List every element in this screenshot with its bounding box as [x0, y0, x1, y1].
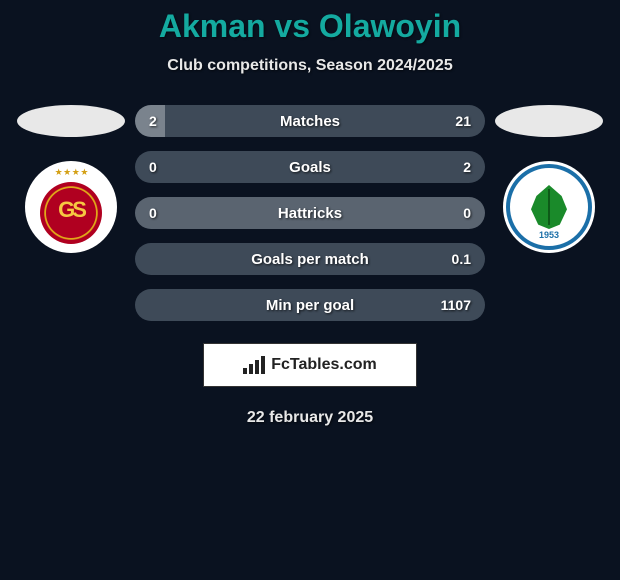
left-club-badge: ★ ★ ★ ★ GS [25, 161, 117, 253]
stat-row: 2 Matches 21 [135, 105, 485, 137]
stat-right-value: 1107 [441, 297, 471, 313]
right-club-year: 1953 [539, 230, 559, 240]
stat-right-value: 21 [455, 113, 471, 129]
stat-label: Matches [280, 113, 340, 130]
stat-row: 0 Goals 2 [135, 151, 485, 183]
stats-column: 2 Matches 21 0 Goals 2 0 Hattricks 0 Goals per ma… [135, 105, 485, 321]
main-row: ★ ★ ★ ★ GS 2 Matches 21 0 Goals 2 0 Hattricks 0 G… [0, 105, 620, 321]
right-column: 1953 [495, 105, 603, 253]
left-column: ★ ★ ★ ★ GS [17, 105, 125, 253]
date-line: 22 february 2025 [0, 409, 620, 427]
stat-right-value: 0 [463, 205, 471, 221]
stat-right-value: 2 [463, 159, 471, 175]
stat-left-value: 0 [149, 159, 157, 175]
brand-text: FcTables.com [271, 356, 377, 374]
page-title: Akman vs Olawoyin [0, 8, 620, 45]
stat-row: 0 Hattricks 0 [135, 197, 485, 229]
stat-label: Hattricks [278, 205, 342, 222]
right-player-ellipse [495, 105, 603, 137]
stat-row: Goals per match 0.1 [135, 243, 485, 275]
stat-label: Min per goal [266, 297, 354, 314]
left-player-ellipse [17, 105, 125, 137]
badge-ring: 1953 [506, 164, 592, 250]
comparison-widget: Akman vs Olawoyin Club competitions, Sea… [0, 0, 620, 427]
bar-chart-icon [243, 356, 265, 374]
subtitle: Club competitions, Season 2024/2025 [0, 57, 620, 75]
left-club-letters: GS [58, 197, 84, 223]
right-club-badge: 1953 [503, 161, 595, 253]
stat-row: Min per goal 1107 [135, 289, 485, 321]
brand-box[interactable]: FcTables.com [203, 343, 417, 387]
stat-right-value: 0.1 [452, 251, 471, 267]
stat-left-value: 2 [149, 113, 157, 129]
stat-label: Goals [289, 159, 331, 176]
stat-left-value: 0 [149, 205, 157, 221]
stat-label: Goals per match [251, 251, 369, 268]
leaf-icon [531, 185, 567, 229]
stars-icon: ★ ★ ★ ★ [55, 167, 88, 178]
